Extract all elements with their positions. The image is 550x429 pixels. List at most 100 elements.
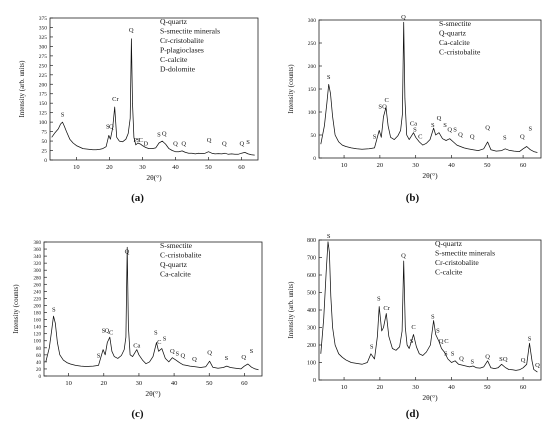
x-tick-label: 30 [412, 384, 419, 391]
xrd-panel-a: 10 20 30 40 50 60 0 25 50 75 100 125 150 175 200 225 250… [0, 0, 275, 212]
peak-label: S [157, 131, 161, 138]
peak-label: S [499, 356, 503, 363]
peak-label: Q [447, 127, 452, 134]
x-tick-label: 10 [65, 380, 72, 387]
x-tick-label: 60 [520, 384, 527, 391]
x-tick-label: 20 [377, 384, 384, 391]
legend-entry: S-smectite minerals [160, 27, 220, 36]
x-tick-label: 10 [341, 384, 348, 391]
x-axis-label: 2θ(°) [422, 393, 438, 402]
y-tick-label: 25 [42, 149, 48, 155]
y-tick-label: 20 [36, 368, 42, 373]
y-tick-label: 75 [42, 130, 48, 136]
peak-label: Q [181, 141, 186, 148]
y-tick-label: 50 [311, 133, 317, 139]
legend-entry: Cr-cristobalite [160, 36, 204, 45]
peak-label: Q [129, 27, 134, 34]
y-tick-label: 250 [39, 63, 48, 69]
peak-label: S [163, 335, 167, 342]
y-tick-label: 40 [36, 361, 42, 366]
legend-entry: Q-quartz [160, 260, 188, 269]
peak-label: Q [382, 104, 387, 111]
x-tick-label: 40 [448, 384, 455, 391]
y-tick-label: 700 [307, 256, 316, 262]
x-tick-label: 30 [412, 162, 419, 169]
panel-caption-a: (a) [131, 192, 144, 204]
x-tick-label: 50 [205, 164, 212, 171]
y-tick-label: 220 [34, 297, 42, 302]
panel-caption-c: (c) [131, 408, 144, 420]
xrd-chart-c: 10 20 30 40 50 60 0 20 40 60 80 100 120 140 160 180 200 2… [12, 241, 263, 398]
y-tick-label: 120 [34, 333, 42, 338]
y-tick-label: 175 [39, 92, 48, 98]
y-tick-label: 280 [34, 276, 42, 281]
y-tick-label: 100 [34, 340, 42, 345]
y-tick-label: 325 [39, 35, 48, 41]
peak-label: C [109, 329, 113, 336]
legend-entry: P-plagioclases [160, 46, 204, 55]
peak-label: S [175, 351, 179, 358]
y-tick-label: 200 [39, 82, 48, 88]
peak-label: Q [485, 124, 490, 131]
peak-label: Q [207, 350, 212, 357]
peak-label: S [327, 74, 331, 81]
legend-entry: Ca-calcite [160, 270, 191, 279]
peak-label: S [327, 233, 331, 240]
y-axis-label: Intensity (arb. units) [18, 60, 26, 118]
y-tick-label: 600 [307, 273, 316, 279]
y-tick-label: 360 [34, 248, 42, 253]
panel-caption-d: (d) [405, 408, 420, 420]
peak-label: Q [401, 14, 406, 21]
peak-label: S [470, 359, 474, 366]
peak-label: Q [241, 354, 246, 361]
xrd-pattern-line [51, 38, 255, 156]
y-tick-label: 225 [39, 73, 48, 79]
peak-label: S [431, 314, 435, 321]
plot-frame [318, 239, 542, 381]
y-tick-label: 260 [34, 283, 42, 288]
y-tick-label: 380 [34, 241, 42, 246]
y-tick-label: 160 [34, 319, 42, 324]
y-tick-label: 400 [307, 308, 316, 314]
x-tick-label: 40 [172, 164, 179, 171]
peak-label: S [225, 355, 229, 362]
x-tick-label: 60 [238, 164, 245, 171]
x-axis-label: 2θ(°) [145, 389, 161, 398]
peak-label: S [102, 328, 106, 335]
peak-label: C [444, 338, 448, 345]
peak-label: S [431, 122, 435, 129]
plot-frame [43, 241, 263, 377]
x-tick-label: 60 [241, 380, 248, 387]
peak-label: Q [239, 141, 244, 148]
peak-label: S [61, 112, 65, 119]
peak-label: Q [192, 356, 197, 363]
peak-label: Q [401, 252, 406, 259]
y-tick-label: 150 [39, 101, 48, 107]
peak-label: S [444, 350, 448, 357]
xrd-panel-d: 10 20 30 40 50 60 0 100 200 300 400 500 600 700 800 2θ(… [275, 216, 550, 429]
xrd-pattern-line [320, 21, 538, 153]
plot-frame [49, 17, 259, 161]
legend-entry: C-calcite [160, 55, 188, 64]
xrd-chart-a: 10 20 30 40 50 60 0 25 50 75 100 125 150 175 200 225 250… [18, 16, 259, 182]
peak-label: Q [162, 131, 167, 138]
peak-label: Q [173, 141, 178, 148]
peak-label: P [133, 137, 137, 144]
legend-entry: S-smectite minerals [435, 249, 495, 258]
y-tick-label: 100 [308, 110, 317, 116]
y-tick-label: 50 [42, 139, 48, 145]
xrd-chart-d: 10 20 30 40 50 6001002003004005006007008002θ(… [287, 233, 542, 402]
peak-label: S [373, 134, 377, 141]
peak-label: Q [470, 134, 475, 141]
peak-label: C [411, 324, 415, 331]
peak-label: S [378, 104, 382, 111]
peak-label: Ca [410, 121, 417, 128]
legend-entry: S-smectite [439, 19, 472, 28]
legend-entry: S-smectite [160, 241, 193, 250]
y-tick-label: 250 [308, 41, 317, 47]
y-tick-label: 0 [44, 158, 47, 164]
legend-entry: Ca-calcite [439, 38, 470, 47]
peak-label: Q [109, 124, 114, 131]
legend-entry: Q-quartz [160, 17, 188, 26]
peak-label: S [370, 343, 374, 350]
